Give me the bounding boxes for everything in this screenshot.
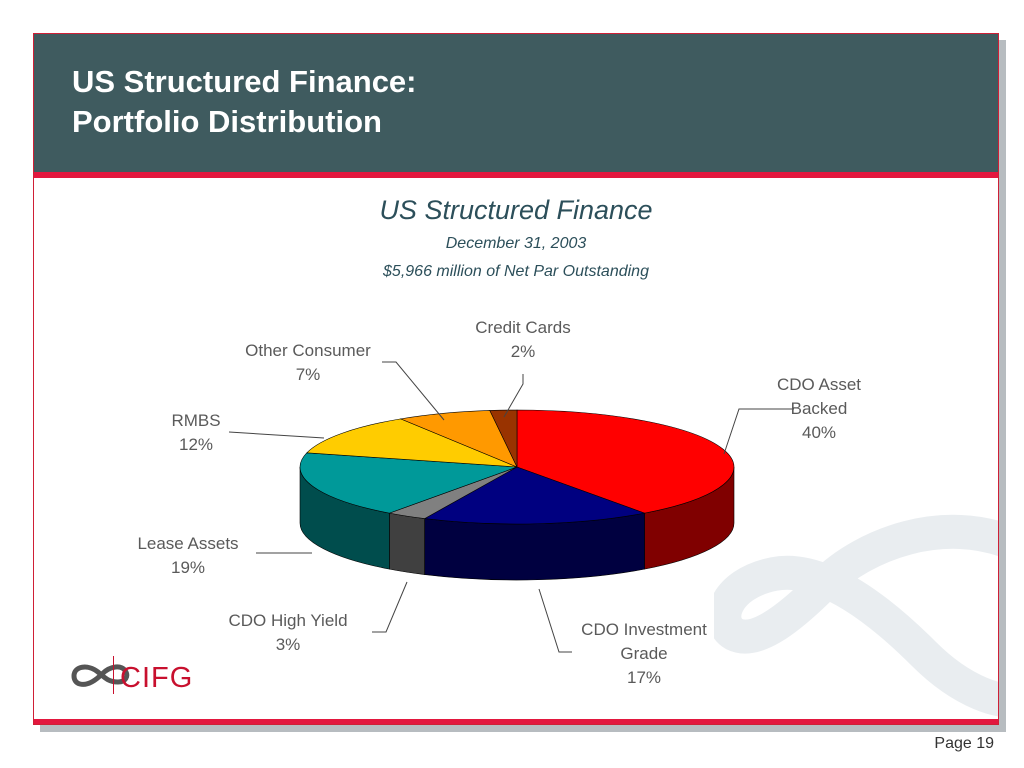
slice-label-cdo-high-yield: CDO High Yield 3% — [228, 611, 347, 654]
slice-label-cdo-investment-grade: CDO Investment Grade 17% — [581, 620, 707, 687]
logo-divider — [113, 656, 114, 694]
pie-slice-rmbs — [306, 418, 518, 468]
pie-slice-lease-assets — [299, 452, 518, 514]
slide-header: US Structured Finance: Portfolio Distrib… — [34, 34, 998, 172]
slice-name-cdo-asset-backed: Backed — [791, 399, 848, 418]
slice-name-lease-assets: Lease Assets — [137, 534, 238, 553]
chart-subtitle-date: December 31, 2003 — [445, 235, 587, 252]
footer-accent-rule — [34, 719, 998, 724]
page-number: Page 19 — [934, 735, 994, 752]
leader-line-cdo-asset-backed — [723, 408, 794, 455]
pie-slice-credit-cards — [489, 409, 518, 468]
slice-name-cdo-investment-grade: CDO Investment — [581, 620, 707, 639]
slice-label-other-consumer: Other Consumer 7% — [245, 341, 371, 384]
leader-line-credit-cards — [503, 374, 524, 418]
slice-name-cdo-investment-grade: Grade — [620, 644, 667, 663]
slice-label-lease-assets: Lease Assets 19% — [137, 534, 238, 577]
leader-line-cdo-high-yield — [372, 581, 408, 633]
pie-side-cdo-high-yield — [389, 512, 425, 575]
chart-subtitle-amount: $5,966 million of Net Par Outstanding — [383, 263, 649, 280]
slide-title-line-1: US Structured Finance: — [72, 64, 417, 99]
pie-slice-cdo-asset-backed — [516, 409, 735, 514]
pie-chart: CDO Asset Backed 40% CDO Investment Grade 17%… — [137, 318, 861, 687]
slice-percent-cdo-high-yield: 3% — [276, 635, 301, 654]
slice-percent-other-consumer: 7% — [296, 365, 321, 384]
logo-text: CIFG — [120, 662, 194, 694]
pie-slice-cdo-investment-grade — [423, 466, 646, 525]
infinity-watermark-icon — [714, 514, 998, 717]
slice-name-credit-cards: Credit Cards — [475, 318, 570, 337]
slice-percent-rmbs: 12% — [179, 435, 213, 454]
slice-label-credit-cards: Credit Cards 2% — [475, 318, 570, 361]
leader-line-other-consumer — [382, 361, 445, 421]
chart-title: US Structured Finance — [379, 195, 653, 225]
slice-name-cdo-asset-backed: CDO Asset — [777, 375, 861, 394]
slice-name-cdo-high-yield: CDO High Yield — [228, 611, 347, 630]
slide-title-line-2: Portfolio Distribution — [72, 104, 382, 139]
slice-name-other-consumer: Other Consumer — [245, 341, 371, 360]
slice-label-rmbs: RMBS 12% — [171, 411, 220, 454]
slide: US Structured Finance: Portfolio Distrib… — [33, 33, 999, 725]
slide-title: US Structured Finance: Portfolio Distrib… — [72, 62, 417, 142]
leader-line-cdo-investment-grade — [538, 588, 572, 653]
header-accent-rule — [34, 172, 998, 178]
slice-percent-cdo-asset-backed: 40% — [802, 423, 836, 442]
leader-line-rmbs — [228, 431, 325, 439]
slice-name-rmbs: RMBS — [171, 411, 220, 430]
slice-percent-lease-assets: 19% — [171, 558, 205, 577]
pie-tops — [299, 409, 735, 525]
slice-percent-cdo-investment-grade: 17% — [627, 668, 661, 687]
slice-label-cdo-asset-backed: CDO Asset Backed 40% — [777, 375, 861, 442]
cifg-logo-icon — [71, 664, 130, 687]
slice-percent-credit-cards: 2% — [511, 342, 536, 361]
